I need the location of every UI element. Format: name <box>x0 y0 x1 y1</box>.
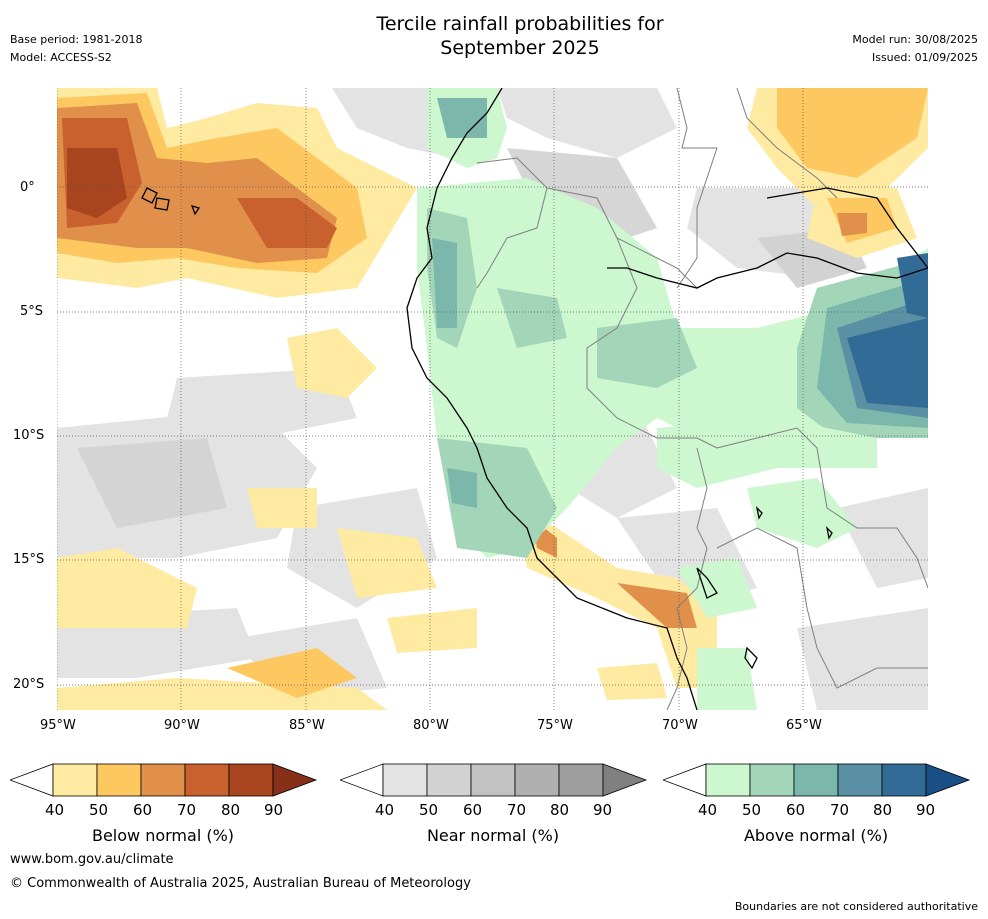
lat-label-5s: 5°S <box>20 304 44 319</box>
map-canvas <box>57 88 928 710</box>
below-tick-40: 40 <box>45 801 65 819</box>
colorbar-near-normal-graphic <box>338 763 648 797</box>
lon-label-80w: 80°W <box>413 718 449 733</box>
near-tick-50: 50 <box>419 801 439 819</box>
below-tick-70: 70 <box>177 801 197 819</box>
rainfall-probability-map <box>57 88 928 710</box>
lon-label-65w: 65°W <box>786 718 822 733</box>
below-tick-90: 90 <box>264 801 284 819</box>
below-normal-label: Below normal (%) <box>91 826 235 845</box>
coastlines <box>141 88 928 710</box>
above-tick-90: 90 <box>916 801 936 819</box>
map-title: Tercile rainfall probabilities for Septe… <box>330 12 710 60</box>
colorbar-above-normal <box>661 762 973 802</box>
below-tick-80: 80 <box>221 801 241 819</box>
near-tick-80: 80 <box>550 801 570 819</box>
lat-label-20s: 20°S <box>13 677 45 692</box>
model-name: Model: ACCESS-S2 <box>10 51 112 64</box>
near-tick-60: 60 <box>463 801 483 819</box>
near-tick-70: 70 <box>507 801 527 819</box>
near-normal-areas <box>57 88 928 710</box>
colorbar-below-normal-graphic <box>8 763 318 797</box>
above-tick-60: 60 <box>786 801 806 819</box>
lon-label-75w: 75°W <box>537 718 573 733</box>
above-normal-areas <box>417 88 928 710</box>
above-tick-80: 80 <box>873 801 893 819</box>
graticule <box>57 88 928 710</box>
country-boundaries <box>476 88 928 710</box>
near-tick-40: 40 <box>375 801 395 819</box>
above-tick-40: 40 <box>698 801 718 819</box>
lon-label-70w: 70°W <box>662 718 698 733</box>
lon-label-85w: 85°W <box>289 718 325 733</box>
colorbar-near-normal <box>338 762 650 802</box>
lat-label-0: 0° <box>20 180 35 195</box>
near-normal-label: Near normal (%) <box>426 826 560 845</box>
lon-label-95w: 95°W <box>40 718 76 733</box>
below-tick-50: 50 <box>89 801 109 819</box>
lon-label-90w: 90°W <box>164 718 200 733</box>
above-tick-50: 50 <box>742 801 762 819</box>
title-line-2: September 2025 <box>440 37 600 59</box>
colorbar-above-normal-graphic <box>661 763 971 797</box>
below-normal-areas <box>57 88 928 710</box>
colorbar-below-normal <box>8 762 320 802</box>
copyright-text: © Commonwealth of Australia 2025, Austra… <box>10 876 471 891</box>
above-normal-label: Above normal (%) <box>743 826 889 845</box>
issued-date: Issued: 01/09/2025 <box>871 51 978 64</box>
lat-label-15s: 15°S <box>13 552 45 567</box>
model-run: Model run: 30/08/2025 <box>852 33 978 46</box>
near-tick-90: 90 <box>593 801 613 819</box>
base-period: Base period: 1981-2018 <box>10 33 143 46</box>
boundaries-disclaimer: Boundaries are not considered authoritat… <box>734 900 978 913</box>
title-line-1: Tercile rainfall probabilities for <box>376 13 664 35</box>
below-tick-60: 60 <box>133 801 153 819</box>
lat-label-10s: 10°S <box>13 428 45 443</box>
above-tick-70: 70 <box>830 801 850 819</box>
website-link[interactable]: www.bom.gov.au/climate <box>10 852 174 867</box>
